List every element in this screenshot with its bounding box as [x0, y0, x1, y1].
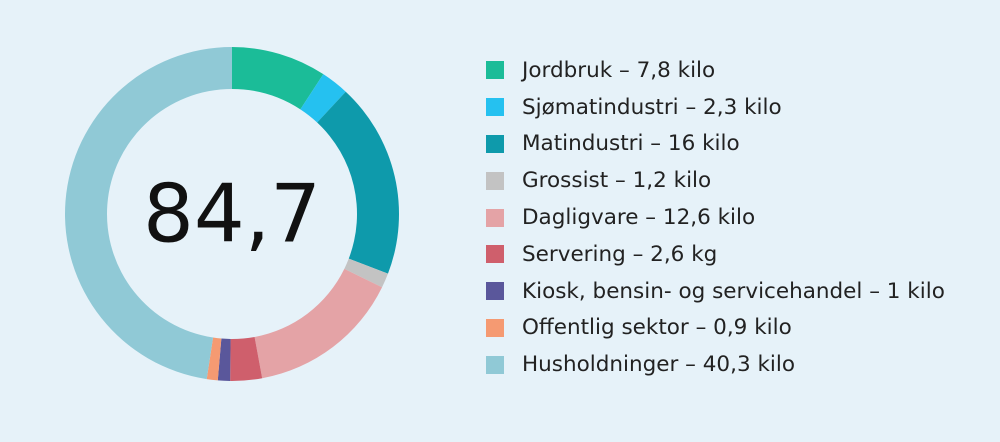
legend-swatch [486, 245, 504, 264]
legend-item: Kiosk, bensin- og servicehandel – 1 kilo [486, 273, 996, 310]
donut-slice-1 [300, 74, 346, 123]
legend-swatch [486, 61, 504, 80]
donut-slice-2 [317, 91, 399, 274]
legend-item: Dagligvare – 12,6 kilo [486, 199, 996, 236]
legend-label: Servering – 2,6 kg [522, 241, 718, 267]
donut-chart: 84,7 [64, 47, 399, 381]
donut-slice-3 [344, 258, 388, 288]
legend-item: Husholdninger – 40,3 kilo [486, 346, 996, 383]
legend-swatch [486, 171, 504, 190]
legend-swatch [486, 134, 504, 153]
legend-label: Grossist – 1,2 kilo [522, 168, 712, 194]
legend-item: Sjømatindustri – 2,3 kilo [486, 89, 996, 126]
legend-swatch [486, 318, 504, 337]
legend-item: Matindustri – 16 kilo [486, 126, 996, 163]
chart-legend: Jordbruk – 7,8 kilo Sjømatindustri – 2,3 … [486, 52, 996, 383]
legend-swatch [486, 208, 504, 227]
donut-slice-5 [230, 336, 263, 381]
legend-swatch [486, 282, 504, 301]
donut-slices [64, 47, 399, 381]
legend-label: Matindustri – 16 kilo [522, 131, 740, 157]
legend-label: Husholdninger – 40,3 kilo [522, 352, 796, 378]
legend-label: Dagligvare – 12,6 kilo [522, 205, 756, 231]
legend-item: Offentlig sektor – 0,9 kilo [486, 310, 996, 347]
donut-slice-0 [232, 47, 324, 110]
center-total-label: 84,7 [143, 168, 321, 261]
donut-slice-8 [64, 47, 232, 380]
legend-label: Sjømatindustri – 2,3 kilo [522, 94, 782, 120]
legend-swatch [486, 98, 504, 117]
legend-item: Jordbruk – 7,8 kilo [486, 52, 996, 89]
legend-label: Offentlig sektor – 0,9 kilo [522, 315, 792, 341]
donut-slice-6 [217, 338, 231, 381]
legend-swatch [486, 355, 504, 374]
donut-slice-4 [254, 268, 383, 379]
legend-label: Kiosk, bensin- og servicehandel – 1 kilo [522, 278, 945, 304]
legend-label: Jordbruk – 7,8 kilo [522, 57, 716, 83]
legend-item: Grossist – 1,2 kilo [486, 162, 996, 199]
legend-item: Servering – 2,6 kg [486, 236, 996, 273]
donut-slice-7 [206, 337, 222, 381]
